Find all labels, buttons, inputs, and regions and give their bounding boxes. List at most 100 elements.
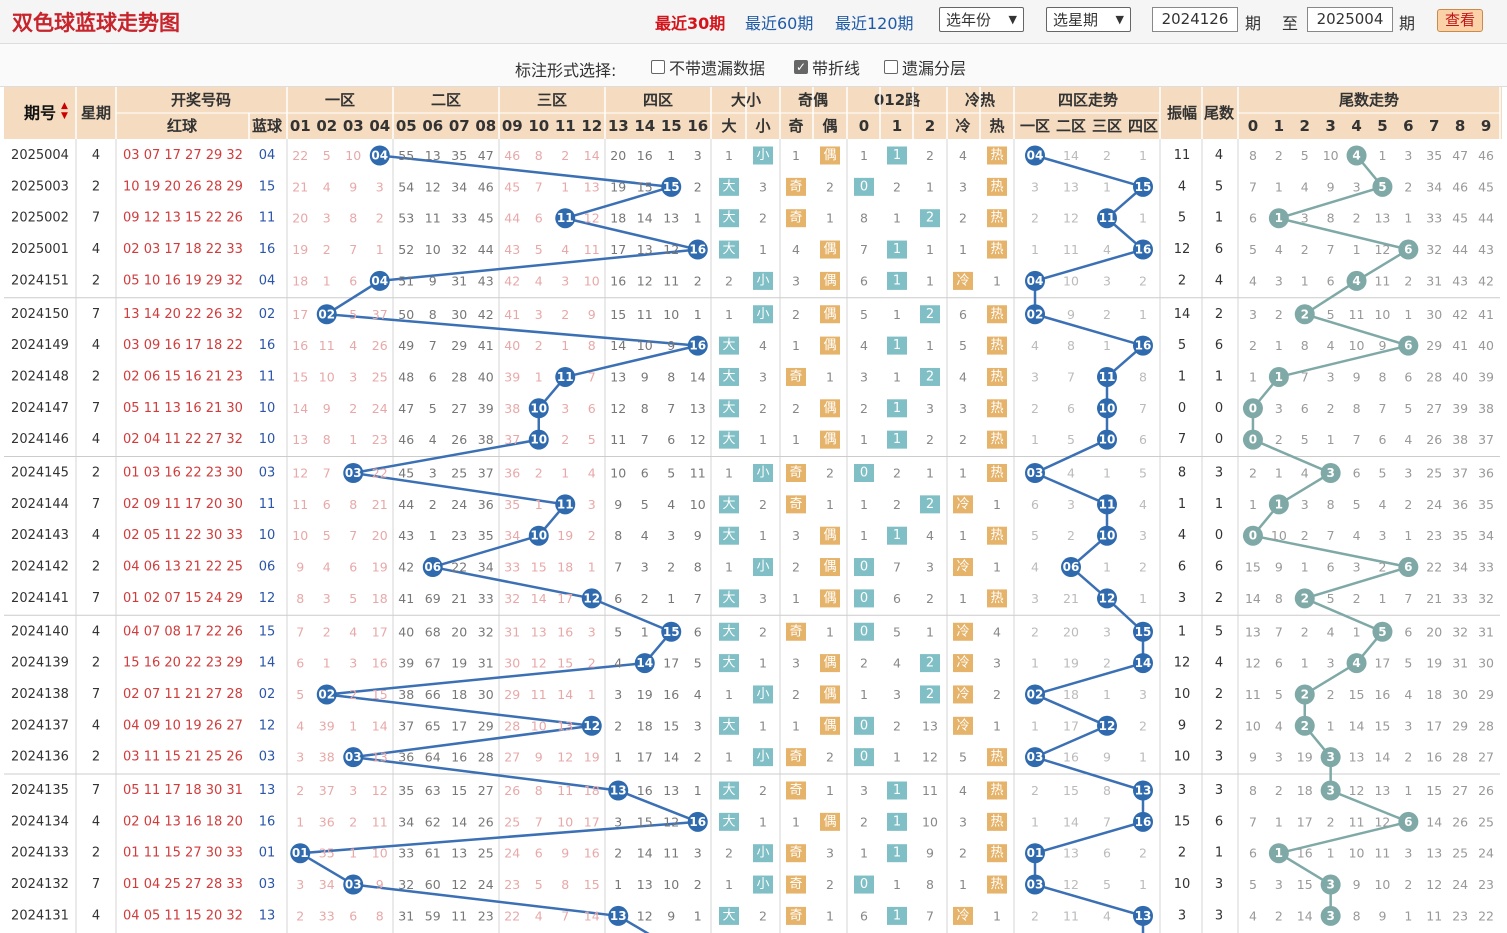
blue-miss-value: 20 xyxy=(451,624,467,639)
tail-miss-value: 19 xyxy=(1297,750,1313,765)
tail-miss-value: 6 xyxy=(1353,466,1361,481)
blue-miss-value: 35 xyxy=(451,148,467,163)
tail-ball-circle xyxy=(1320,905,1341,926)
mod3-tag: 1 xyxy=(893,846,901,861)
zone3-header: 三区 xyxy=(537,91,567,109)
zone-miss-value: 6 xyxy=(1067,401,1075,416)
zone-miss-value: 13 xyxy=(1063,846,1079,861)
hot-tag: 热 xyxy=(990,338,1003,353)
zone-miss-value: 2 xyxy=(1031,908,1039,923)
blue-miss-value: 21 xyxy=(451,591,467,606)
blue-miss-value: 2 xyxy=(561,307,569,322)
tail-miss-value: 11 xyxy=(1426,908,1442,923)
blue-miss-value: 7 xyxy=(641,432,649,447)
tail-miss-value: 17 xyxy=(1297,814,1313,829)
size-miss: 3 xyxy=(759,369,767,384)
hotcold-label-header: 冷 xyxy=(955,117,970,135)
odd-tag: 奇 xyxy=(789,907,802,923)
blue-ball: 12 xyxy=(583,591,600,605)
tail-miss-value: 4 xyxy=(1301,466,1309,481)
size-miss: 1 xyxy=(725,877,733,892)
blue-miss-value: 15 xyxy=(637,814,653,829)
tail-miss-value: 6 xyxy=(1378,432,1386,447)
zone-ball: 06 xyxy=(1063,560,1080,574)
amplitude-value: 12 xyxy=(1174,242,1191,257)
tail-miss-value: 39 xyxy=(1478,369,1494,384)
checkbox-no-missing[interactable] xyxy=(651,60,665,74)
sort-down-icon[interactable]: ▼ xyxy=(61,111,68,121)
blue-miss-value: 34 xyxy=(451,179,467,194)
hotcold-miss: 1 xyxy=(959,528,967,543)
size-big-tag: 大 xyxy=(722,401,735,416)
blue-miss-value: 5 xyxy=(667,466,675,481)
hotcold-miss: 2 xyxy=(959,211,967,226)
zone-miss-value: 2 xyxy=(1031,211,1039,226)
week-select[interactable]: 选星期 ▼ xyxy=(1046,7,1131,32)
tail-value: 0 xyxy=(1215,432,1223,447)
issue-number: 2024144 xyxy=(11,497,69,512)
tail-miss-value: 1 xyxy=(1378,148,1386,163)
hot-tag: 热 xyxy=(990,846,1003,861)
zone-ball-circle xyxy=(1097,398,1117,419)
table-row: 2024133 2 01 11 15 27 30 33 01 35 1 10 33 61 13 25… xyxy=(11,844,1494,863)
recent-60-link[interactable]: 最近60期 xyxy=(745,14,814,33)
size-small-tag-bg xyxy=(753,844,773,863)
issue-header[interactable]: 期号 xyxy=(24,104,56,123)
mod3-miss: 1 xyxy=(926,242,934,257)
even-tag: 偶 xyxy=(823,432,836,447)
mod3-miss: 1 xyxy=(926,624,934,639)
blue-miss-value: 14 xyxy=(690,369,706,384)
issue-number: 2025002 xyxy=(11,211,69,226)
recent-30-link[interactable]: 最近30期 xyxy=(655,14,726,33)
to-label: 至 xyxy=(1282,14,1299,33)
blue-ball: 11 xyxy=(557,497,574,511)
to-issue-input[interactable]: 2025004 xyxy=(1307,7,1393,32)
blue-ball: 16 xyxy=(689,243,706,257)
blue-miss-value: 45 xyxy=(504,179,520,194)
mod3-miss: 1 xyxy=(893,307,901,322)
blue-miss-value: 6 xyxy=(614,591,622,606)
red-balls: 15 16 20 22 23 29 xyxy=(123,656,243,671)
checkbox-layered[interactable] xyxy=(884,60,898,74)
oddeven-miss: 4 xyxy=(792,242,800,257)
mod3-tag: 2 xyxy=(926,497,934,512)
blue-miss-value: 3 xyxy=(694,718,702,733)
sort-up-icon[interactable]: ▲ xyxy=(61,101,68,111)
mod3-tag: 1 xyxy=(893,401,901,416)
checkbox-with-line[interactable]: ✓ xyxy=(794,60,808,74)
odd-tag: 奇 xyxy=(789,210,802,226)
blue-miss-value: 17 xyxy=(292,307,308,322)
blue-miss-value: 2 xyxy=(323,242,331,257)
blue-ball-circle xyxy=(581,715,602,736)
option-no-missing[interactable]: 不带遗漏数据 xyxy=(651,55,765,79)
red-balls: 01 02 07 15 24 29 xyxy=(123,591,243,606)
issue-number: 2024147 xyxy=(11,401,69,416)
tail-miss-value: 6 xyxy=(1249,211,1257,226)
tail-ball-circle xyxy=(1242,429,1263,450)
tail-miss-value: 20 xyxy=(1426,624,1442,639)
year-select[interactable]: 选年份 ▼ xyxy=(939,7,1024,32)
tail-value: 4 xyxy=(1215,273,1223,288)
tail-miss-value: 9 xyxy=(1249,750,1257,765)
blue-miss-value: 15 xyxy=(531,560,547,575)
tail-miss-value: 44 xyxy=(1452,242,1468,257)
blue-miss-value: 27 xyxy=(504,750,520,765)
oddeven-miss: 3 xyxy=(792,528,800,543)
zone-ball: 12 xyxy=(1099,719,1116,733)
blue-miss-value: 10 xyxy=(663,877,679,892)
blue-miss-value: 34 xyxy=(398,814,414,829)
view-button[interactable]: 查看 xyxy=(1437,9,1483,32)
blue-miss-value: 19 xyxy=(292,242,308,257)
hot-tag-bg xyxy=(987,844,1007,863)
tail-miss-value: 32 xyxy=(1426,242,1442,257)
blue-miss-value: 15 xyxy=(637,179,653,194)
option-layered[interactable]: 遗漏分层 xyxy=(884,55,966,79)
red-balls: 13 14 20 22 26 32 xyxy=(123,307,243,322)
tail-miss-value: 16 xyxy=(1374,687,1390,702)
blue-miss-value: 7 xyxy=(296,624,304,639)
recent-120-link[interactable]: 最近120期 xyxy=(835,14,914,33)
option-with-line[interactable]: ✓ 带折线 xyxy=(794,55,860,79)
hotcold-miss: 4 xyxy=(993,624,1001,639)
blue-miss-value: 1 xyxy=(667,148,675,163)
from-issue-input[interactable]: 2024126 xyxy=(1152,7,1238,32)
